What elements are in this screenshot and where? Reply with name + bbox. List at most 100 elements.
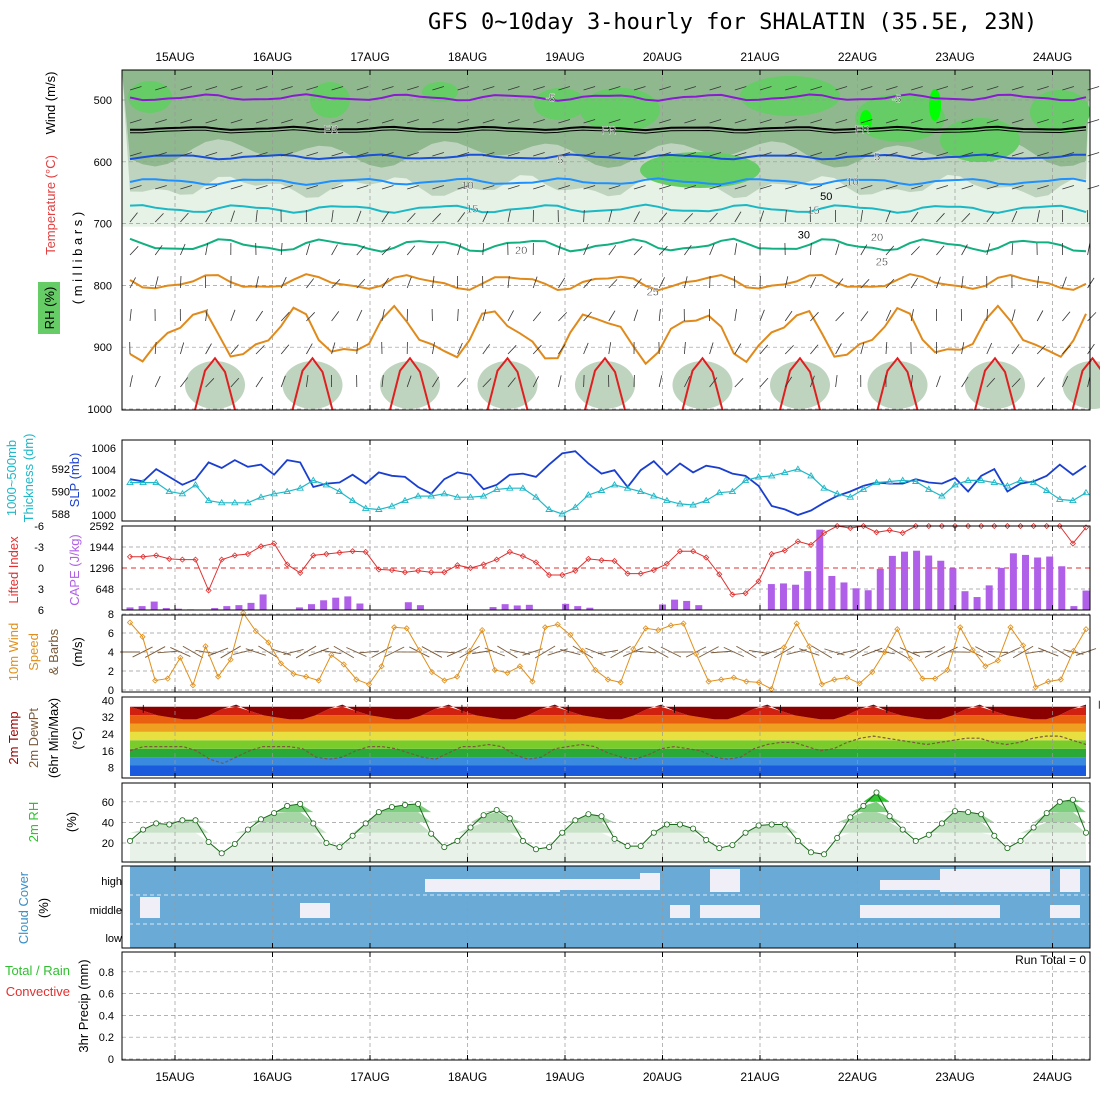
thickness-point [571,503,580,510]
lifted-index-point [153,552,160,559]
wind-speed-point [755,679,762,686]
rh2m-point [480,812,487,819]
wind-barb [860,210,863,223]
wind-barb [784,210,787,223]
lifted-index-point [676,548,684,555]
wind-barb-10m [1038,647,1059,657]
thickness-point [754,473,763,480]
date-label-bottom: 20AUG [643,1070,682,1084]
wind-barb-10m [861,647,883,657]
rh2m-point [598,813,605,820]
wind-barb [306,86,319,91]
wind-speed-point [202,643,209,650]
wind-barb [885,185,898,190]
temp-tick-label: 32 [102,712,114,724]
rh2m-point [127,837,134,844]
wind-barb [835,312,845,322]
rh2m-point [297,800,304,807]
lifted-index-point [781,547,788,554]
thickness-point [951,481,959,488]
wind-barb [558,375,562,388]
wind-barb [1011,185,1024,190]
wind-barb [482,185,495,190]
axis-title-wind: Wind (m/s) [43,72,58,135]
wind-barb [709,342,714,355]
axis-title-thickness: 1000~500mb [4,440,19,516]
axis-title-precip: 3hr Precip (mm) [76,959,91,1052]
rh2m-point [886,813,893,820]
wind-barb [306,152,319,157]
wind-barb [154,245,163,256]
wind-barb [885,278,895,289]
wind-speed-point [303,673,310,680]
lifted-index-point [794,538,801,545]
wind-barb [608,86,621,91]
wind-speed-point [252,628,259,635]
cape-bar [586,607,594,610]
isotherm-20 [129,237,1087,253]
wind-barb [860,119,873,124]
wind-barb [482,344,491,355]
wind-barb [558,312,567,322]
rh2m-point [821,851,828,858]
isotherm-label: 15 [808,205,820,217]
wind-barb [759,185,772,190]
cape-bar [162,608,170,610]
wind-barb [633,278,642,289]
wind-barb-10m [987,650,1008,654]
wind-barb-10m [383,646,405,658]
wind-barb [961,119,974,124]
rh2m-point [873,789,880,796]
isotherm-label: 20 [515,245,527,257]
cape-bar [828,575,836,610]
rh2m-point [454,837,461,844]
wind-barb [381,277,389,289]
rh2m-point [755,822,762,829]
wind-barb [230,309,236,322]
wind-barb [911,119,923,124]
wind-barb [306,119,319,124]
cape-bar [900,551,908,610]
wind-barb [583,152,596,157]
temp-band [130,704,1086,720]
wind-speed-point [667,622,674,629]
thickness-point [152,478,160,486]
lifted-index-point [650,567,657,574]
wind-barb [835,343,842,355]
thickness-point [938,492,946,499]
cape-bar [1070,606,1078,610]
wind-barb [709,212,718,223]
dewpoint-line [129,735,1087,765]
rh2m-point [1043,810,1050,817]
wind-speed-point [743,678,750,685]
wind-barb [356,86,369,91]
thickness-point [506,484,514,491]
rh2m-point [834,834,841,841]
date-label-top: 19AUG [545,50,584,64]
wind-barb [785,185,797,190]
isotherm-label: 5 [874,152,880,164]
wind-barb [155,86,167,91]
lifted-index-point [1004,522,1011,530]
wind-barb [432,342,435,355]
wind-speed-point [982,663,989,670]
lifted-index-point [585,555,592,562]
wind-barb [608,119,621,124]
wind-speed-point [516,663,523,670]
wind-barb [810,277,817,289]
wind-barb [810,86,823,91]
wind-barb-10m [371,646,392,658]
lifted-index-point [768,550,775,558]
wind-barb [255,345,265,355]
wind-barb [432,276,435,289]
wind-tick-label: 4 [108,647,114,659]
wind-barb [784,345,794,355]
rh2m-point [401,801,408,808]
wind-barb [129,375,133,388]
wind-speed-point [466,647,473,655]
thickness-point [689,501,697,508]
wind-barb [1087,243,1091,256]
thickness-tick-label: 590 [52,487,70,499]
rh2m-point [1004,845,1011,852]
